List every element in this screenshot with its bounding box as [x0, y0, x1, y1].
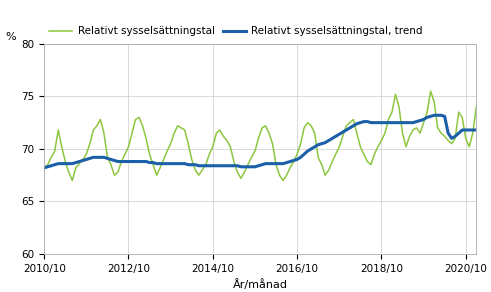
Text: %: % [5, 32, 16, 42]
Relativt sysselsättningstal [126, 145, 132, 149]
Relativt sysselsättningstal, trend [122, 160, 128, 163]
Relativt sysselsättningstal, trend [41, 166, 47, 170]
Line: Relativt sysselsättningstal: Relativt sysselsättningstal [44, 91, 476, 180]
Line: Relativt sysselsättningstal, trend: Relativt sysselsättningstal, trend [44, 115, 476, 168]
Relativt sysselsättningstal [45, 163, 51, 166]
Relativt sysselsättningstal, trend [291, 159, 297, 162]
Relativt sysselsättningstal [234, 170, 240, 174]
Relativt sysselsättningstal, trend [473, 128, 479, 132]
Legend: Relativt sysselsättningstal, Relativt sysselsättningstal, trend: Relativt sysselsättningstal, Relativt sy… [50, 27, 422, 36]
Relativt sysselsättningstal [473, 105, 479, 109]
Relativt sysselsättningstal [294, 152, 300, 156]
Relativt sysselsättningstal, trend [431, 114, 437, 117]
Relativt sysselsättningstal, trend [45, 165, 51, 168]
Relativt sysselsättningstal [69, 179, 75, 182]
Relativt sysselsättningstal, trend [168, 162, 174, 165]
Relativt sysselsättningstal, trend [231, 164, 237, 168]
X-axis label: År/månad: År/månad [233, 279, 288, 290]
Relativt sysselsättningstal [428, 89, 434, 93]
Relativt sysselsättningstal, trend [69, 162, 75, 165]
Relativt sysselsättningstal [171, 131, 177, 135]
Relativt sysselsättningstal [73, 166, 79, 170]
Relativt sysselsättningstal [41, 166, 47, 170]
